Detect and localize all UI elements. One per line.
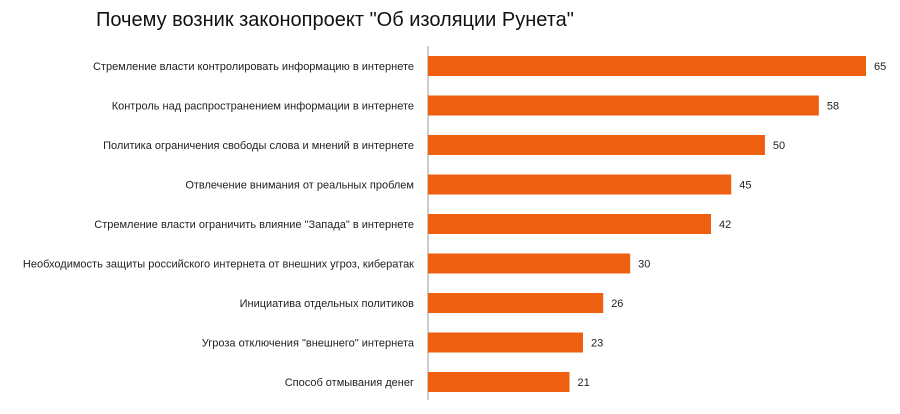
bar <box>428 174 732 195</box>
value-label: 21 <box>578 377 590 389</box>
bar <box>428 214 712 234</box>
value-label: 50 <box>773 140 785 152</box>
value-label: 58 <box>827 101 839 113</box>
value-label: 23 <box>591 338 603 350</box>
value-label: 45 <box>739 180 751 192</box>
category-label: Стремление власти ограничить влияние "За… <box>94 219 414 231</box>
category-label: Стремление власти контролировать информа… <box>93 61 414 73</box>
value-label: 30 <box>638 259 650 271</box>
category-label: Отвлечение внимания от реальных проблем <box>185 180 414 192</box>
value-label: 42 <box>719 219 731 231</box>
bar <box>428 293 604 313</box>
bar <box>428 372 570 392</box>
bar <box>428 56 866 76</box>
bar <box>428 253 631 274</box>
category-label: Необходимость защиты российского интерне… <box>23 259 414 271</box>
value-label: 65 <box>874 61 886 73</box>
category-label: Политика ограничения свободы слова и мне… <box>103 140 414 152</box>
chart-title: Почему возник законопроект "Об изоляции … <box>96 9 574 31</box>
bar <box>428 95 819 116</box>
bar <box>428 135 765 155</box>
value-label: 26 <box>611 298 623 310</box>
category-label: Инициатива отдельных политиков <box>240 298 415 310</box>
bar <box>428 332 583 353</box>
category-label: Угроза отключения "внешнего" интернета <box>202 338 415 350</box>
category-label: Контроль над распространением информации… <box>112 101 414 113</box>
category-label: Способ отмывания денег <box>285 377 414 389</box>
